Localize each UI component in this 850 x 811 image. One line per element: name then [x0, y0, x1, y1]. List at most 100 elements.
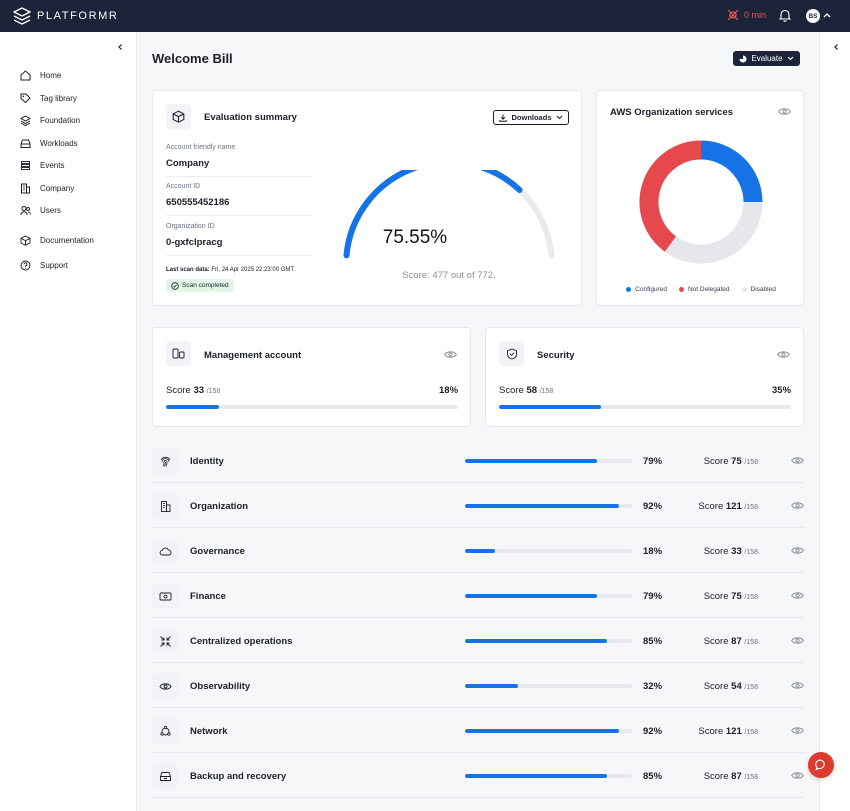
- eye-icon[interactable]: [791, 636, 804, 645]
- progress-bar: [166, 405, 458, 409]
- score-value: 58: [526, 385, 538, 396]
- sidebar-item-company[interactable]: Company: [20, 181, 74, 195]
- score-label: Score: [698, 501, 724, 512]
- last-scan-key: Last scan data:: [166, 267, 210, 273]
- sidebar-item-workloads[interactable]: Workloads: [20, 136, 78, 150]
- sidebar-item-tag-library[interactable]: Tag library: [20, 91, 77, 105]
- score-text: Score 75 /158: [658, 456, 758, 467]
- percent-value: 92%: [643, 501, 663, 512]
- sidebar-item-events[interactable]: Events: [20, 158, 64, 172]
- chevron-down-icon: [787, 56, 793, 61]
- sidebar-item-users[interactable]: Users: [20, 203, 61, 217]
- category-name: Observability: [190, 681, 251, 692]
- eye-icon: [158, 682, 172, 690]
- sidebar-item-foundation[interactable]: Foundation: [20, 113, 80, 127]
- tag-icon: [20, 93, 31, 103]
- evaluate-icon: [739, 55, 747, 62]
- account-name-value: Company: [166, 158, 210, 169]
- score-value: 87: [731, 636, 742, 647]
- sidebar-item-label: Support: [40, 260, 69, 270]
- category-row[interactable]: Identity 79% Score 75 /158: [152, 438, 804, 483]
- score-text: Score 121 /158: [658, 726, 758, 737]
- eye-icon[interactable]: [791, 546, 804, 555]
- score-value: 54: [731, 681, 742, 692]
- chart-legend: Configured Not Delegated Disabled: [597, 286, 805, 293]
- progress-fill: [465, 684, 519, 688]
- progress-fill: [465, 639, 607, 643]
- sidebar-item-home[interactable]: Home: [20, 68, 61, 82]
- avatar[interactable]: BS: [806, 9, 820, 23]
- eye-icon[interactable]: [778, 107, 791, 116]
- gauge-percent: 75.55%: [382, 227, 448, 248]
- eye-icon[interactable]: [791, 501, 804, 510]
- sidebar-item-support[interactable]: Support: [20, 258, 68, 272]
- score-text: Score 75 /158: [658, 591, 758, 602]
- progress-bar: [465, 729, 632, 733]
- account-id-value: 650555452186: [166, 197, 230, 208]
- percent-value: 18%: [643, 546, 663, 557]
- progress-bar: [465, 549, 632, 553]
- divider: [166, 215, 312, 216]
- donut-slice-configured: [700, 140, 763, 203]
- eye-icon[interactable]: [791, 591, 804, 600]
- evaluate-button[interactable]: Evaluate: [733, 51, 800, 66]
- score-denominator: /158: [744, 549, 758, 556]
- users-icon: [20, 205, 31, 215]
- expand-right-panel-icon[interactable]: [832, 43, 840, 51]
- score-value: 75: [731, 591, 742, 602]
- sidebar-item-documentation[interactable]: Documentation: [20, 233, 94, 247]
- eye-icon[interactable]: [791, 726, 804, 735]
- category-name: Organization: [190, 501, 249, 512]
- category-row[interactable]: Network 92% Score 121 /158: [152, 708, 804, 753]
- legend-swatch: [741, 287, 747, 292]
- score-text: Score 33 /158: [166, 385, 220, 396]
- eye-icon[interactable]: [791, 681, 804, 690]
- downloads-button[interactable]: Downloads: [493, 110, 569, 125]
- devices-icon: [172, 348, 185, 359]
- cube-icon: [172, 110, 185, 123]
- timer[interactable]: 0 min: [727, 9, 766, 21]
- shrink-icon: [159, 635, 171, 647]
- category-row[interactable]: Finance 79% Score 75 /158: [152, 573, 804, 618]
- category-row[interactable]: Centralized operations 85% Score 87 /158: [152, 618, 804, 663]
- chat-bubble-icon: [815, 759, 825, 771]
- score-label: Score: [703, 546, 729, 557]
- card-title: Evaluation summary: [204, 112, 297, 123]
- category-row[interactable]: Governance 18% Score 33 /158: [152, 528, 804, 573]
- aws-organization-services-card: AWS Organization services Configured Not…: [596, 90, 804, 306]
- right-panel-rail: [819, 32, 850, 811]
- field-label: Account friendly name: [166, 144, 236, 151]
- category-name: Centralized operations: [190, 636, 293, 647]
- top-bar: PLATFORMR 0 min BS: [0, 0, 850, 32]
- chat-support-button[interactable]: [808, 752, 834, 778]
- eye-icon[interactable]: [444, 350, 457, 359]
- category-row[interactable]: Organization 92% Score 121 /158: [152, 483, 804, 528]
- eye-icon[interactable]: [791, 771, 804, 780]
- banknote-icon: [159, 592, 171, 600]
- icon-container: [166, 104, 191, 129]
- eye-icon[interactable]: [777, 350, 790, 359]
- logo[interactable]: PLATFORMR: [13, 7, 118, 25]
- score-denominator: /158: [744, 684, 758, 691]
- gauge-fill: [343, 170, 523, 259]
- progress-fill: [465, 729, 619, 733]
- legend-item: Configured: [626, 286, 667, 293]
- category-row[interactable]: Backup and recovery 85% Score 87 /158: [152, 753, 804, 798]
- percent-value: 18%: [439, 385, 459, 396]
- archive-icon: [159, 771, 171, 781]
- category-row[interactable]: Observability 32% Score 54 /158: [152, 663, 804, 708]
- percent-value: 79%: [643, 456, 663, 467]
- collapse-sidebar-icon[interactable]: [116, 43, 124, 51]
- legend-item: Not Delegated: [678, 286, 730, 293]
- progress-bar: [465, 504, 632, 508]
- score-denominator: /158: [744, 774, 758, 781]
- notifications-button[interactable]: [778, 9, 792, 25]
- percent-value: 92%: [643, 726, 663, 737]
- icon-container: [152, 673, 178, 699]
- percent-value: 85%: [643, 636, 663, 647]
- chevron-up-icon[interactable]: [823, 12, 831, 18]
- eye-icon[interactable]: [791, 456, 804, 465]
- icon-container: [152, 628, 178, 654]
- building-icon: [21, 183, 30, 193]
- home-icon: [20, 69, 31, 80]
